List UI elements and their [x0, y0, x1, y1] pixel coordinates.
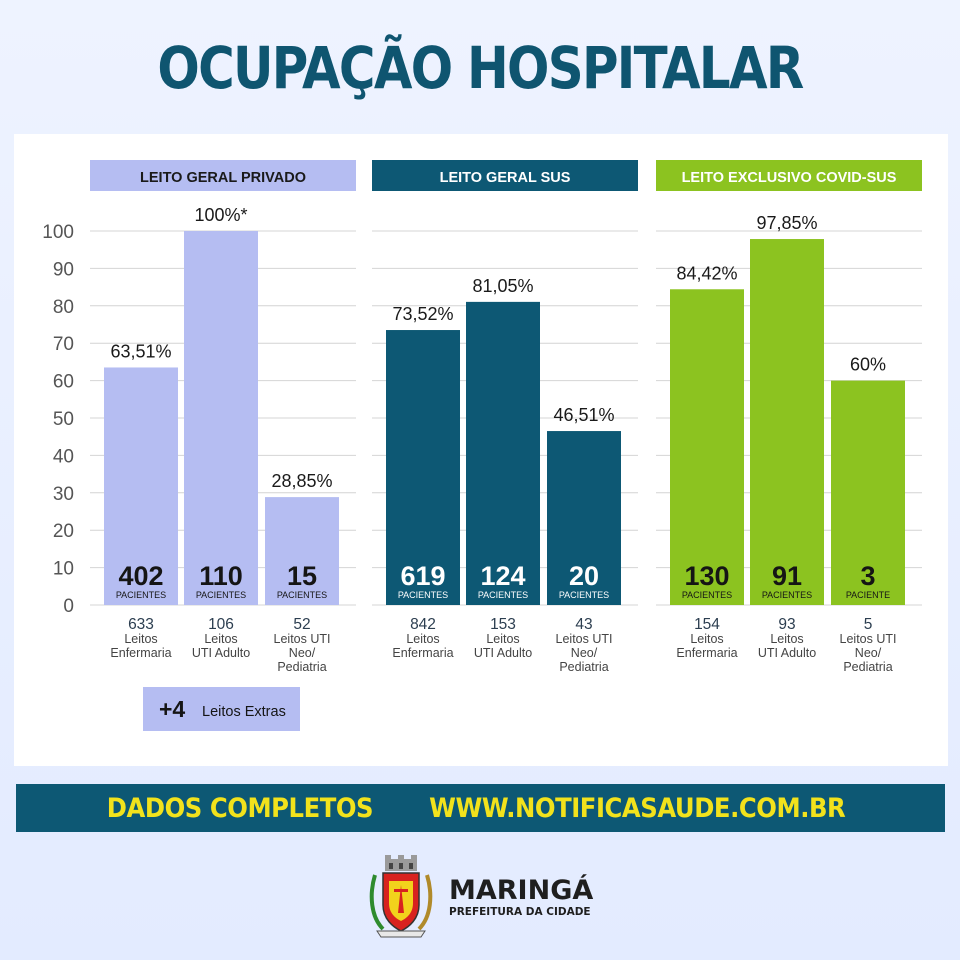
bar-value-label: 60% [850, 355, 886, 375]
panel-header-bg [90, 160, 356, 191]
city-coat-of-arms-icon [369, 855, 433, 938]
beds-label: Enfermaria [110, 646, 171, 660]
y-tick-label: 60 [53, 372, 74, 393]
bar [831, 380, 905, 605]
page-title: OCUPAÇÃO HOSPITALAR [157, 34, 804, 102]
y-tick-label: 40 [53, 446, 74, 467]
y-tick-label: 100 [42, 222, 74, 243]
patients-label: PACIENTES [277, 590, 327, 600]
beds-label: Neo/ [289, 646, 316, 660]
y-tick-label: 80 [53, 297, 74, 318]
bar-value-label: 97,85% [756, 213, 817, 233]
beds-label: Enfermaria [392, 646, 453, 660]
patients-count: 110 [199, 561, 243, 591]
beds-count: 106 [208, 616, 234, 633]
patients-count: 15 [287, 561, 317, 591]
panel-header-title: LEITO GERAL PRIVADO [140, 170, 306, 186]
beds-label: Leitos [406, 632, 439, 646]
y-tick-label: 10 [53, 559, 74, 580]
beds-count: 93 [778, 616, 795, 633]
beds-label: Leitos [204, 632, 237, 646]
bar [670, 289, 744, 605]
beds-label: Pediatria [277, 660, 326, 674]
bar-value-label: 28,85% [271, 471, 332, 491]
beds-label: Leitos [124, 632, 157, 646]
bar-value-label: 46,51% [553, 405, 614, 425]
panel-header-title: LEITO EXCLUSIVO COVID-SUS [682, 170, 897, 186]
beds-count: 52 [293, 616, 310, 633]
city-name: MARINGÁ [449, 875, 594, 906]
patients-count: 619 [400, 561, 445, 591]
y-tick-label: 20 [53, 521, 74, 542]
extras-label: Leitos Extras [202, 704, 286, 720]
chart-card: 0 10 20 30 40 50 60 70 80 90 100 LEITO GERAL PRIVAD… [14, 134, 948, 766]
bar-value-label: 73,52% [392, 304, 453, 324]
beds-count: 633 [128, 616, 154, 633]
panel-header-title: LEITO GERAL SUS [440, 170, 571, 186]
y-tick-label: 70 [53, 334, 74, 355]
patients-label: PACIENTES [116, 590, 166, 600]
bar [104, 367, 178, 605]
patients-count: 124 [480, 561, 525, 591]
panel-header-bg [372, 160, 638, 191]
patients-label: PACIENTES [398, 590, 448, 600]
bar [547, 431, 621, 605]
bar-value-label: 100%* [194, 205, 247, 225]
beds-label: Enfermaria [676, 646, 737, 660]
beds-label: UTI Adulto [474, 646, 532, 660]
beds-label: Leitos UTI [556, 632, 613, 646]
bar [184, 231, 258, 605]
bar [750, 239, 824, 605]
y-tick-label: 90 [53, 259, 74, 280]
patients-label: PACIENTES [478, 590, 528, 600]
patients-count: 91 [772, 561, 802, 591]
beds-label: Leitos UTI [840, 632, 897, 646]
beds-label: UTI Adulto [192, 646, 250, 660]
patients-count: 20 [569, 561, 599, 591]
y-tick-label: 30 [53, 484, 74, 505]
y-tick-label: 50 [53, 409, 74, 430]
patients-count: 402 [118, 561, 163, 591]
beds-label: UTI Adulto [758, 646, 816, 660]
city-footer: MARINGÁ PREFEITURA DA CIDADE [365, 852, 625, 942]
beds-count: 43 [575, 616, 592, 633]
patients-label: PACIENTE [846, 590, 890, 600]
beds-label: Leitos [690, 632, 723, 646]
patients-label: PACIENTES [682, 590, 732, 600]
patients-label: PACIENTES [196, 590, 246, 600]
beds-count: 153 [490, 616, 516, 633]
bar-value-label: 84,42% [676, 263, 737, 283]
y-tick-label: 0 [63, 596, 74, 617]
beds-count: 842 [410, 616, 436, 633]
bar [386, 330, 460, 605]
beds-count: 5 [864, 616, 873, 633]
patients-count: 130 [684, 561, 729, 591]
bar [466, 301, 540, 605]
patients-count: 3 [860, 561, 875, 591]
beds-label: Leitos [486, 632, 519, 646]
bar [265, 497, 339, 605]
beds-label: Pediatria [843, 660, 892, 674]
patients-label: PACIENTES [559, 590, 609, 600]
beds-count: 154 [694, 616, 720, 633]
banner-link[interactable]: WWW.NOTIFICASAUDE.COM.BR [429, 792, 846, 824]
city-subtitle: PREFEITURA DA CIDADE [449, 906, 591, 918]
beds-label: Neo/ [855, 646, 882, 660]
panel-header-bg [656, 160, 922, 191]
patients-label: PACIENTES [762, 590, 812, 600]
beds-label: Neo/ [571, 646, 598, 660]
beds-label: Leitos [770, 632, 803, 646]
bar-value-label: 81,05% [472, 276, 533, 296]
beds-label: Pediatria [559, 660, 608, 674]
bar-value-label: 63,51% [110, 341, 171, 361]
banner-label: DADOS COMPLETOS [107, 792, 374, 824]
data-banner: DADOS COMPLETOS WWW.NOTIFICASAUDE.COM.BR [16, 784, 945, 832]
extras-count: +4 [159, 696, 185, 722]
beds-label: Leitos UTI [274, 632, 331, 646]
occupancy-charts: 0 10 20 30 40 50 60 70 80 90 100 LEITO GERAL PRIVAD… [42, 160, 922, 731]
extras-box [143, 687, 300, 731]
